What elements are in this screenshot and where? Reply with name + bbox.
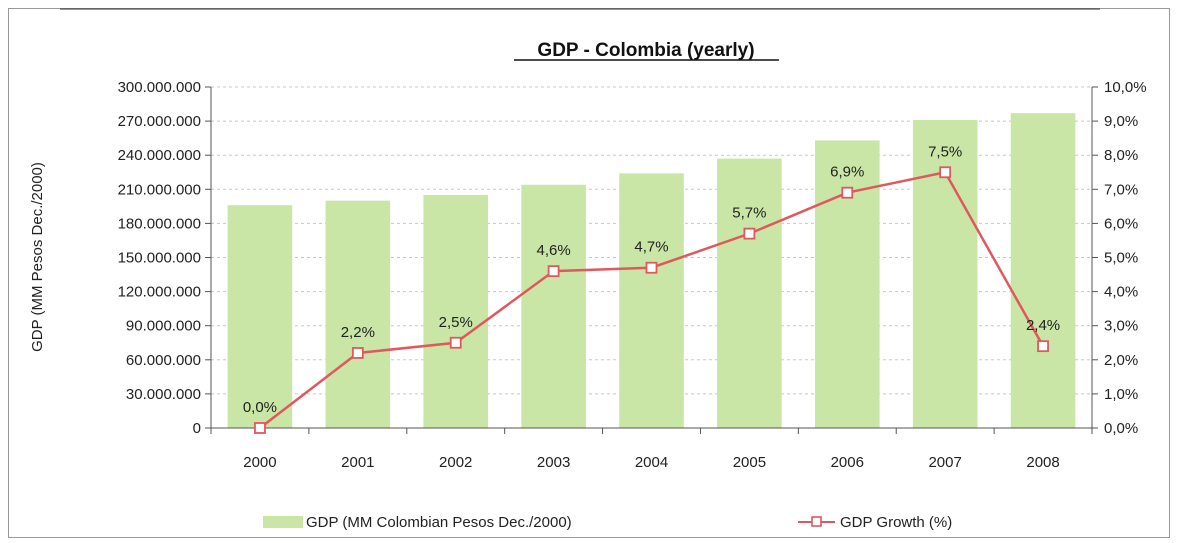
gdp-bar (423, 194, 489, 428)
data-labels: 0,0% 2,2% 2,5% 4,6% 4,7% 5,7% 6,9% 7,5% 2,4% (243, 143, 1060, 416)
gdp-bar (619, 173, 684, 428)
frame-top-border (60, 8, 1100, 10)
left-axis-ticks: 0 30.000.000 60.000.000 90.000.000 120.000.0… (118, 79, 211, 437)
y-axis-label: GDP (MM Pesos Dec./2000) (29, 162, 46, 352)
growth-point (449, 336, 462, 349)
gdp-bar (521, 184, 586, 428)
x-tick-label: 2006 (831, 454, 864, 471)
left-tick-label: 180.000.000 (118, 215, 201, 232)
gdp-bar (325, 200, 391, 428)
right-tick-label: 6,0% (1104, 215, 1138, 232)
legend-line-marker (811, 516, 822, 527)
legend-bar-label: GDP (MM Colombian Pesos Dec./2000) (306, 514, 572, 531)
growth-data-label: 2,4% (1026, 317, 1060, 334)
growth-point (1037, 340, 1049, 353)
line-series (254, 166, 1049, 434)
growth-data-label: 4,7% (634, 239, 668, 256)
growth-data-label: 2,2% (341, 324, 375, 341)
growth-data-label: 7,5% (928, 143, 962, 160)
right-tick-label: 1,0% (1104, 386, 1138, 403)
left-tick-label: 300.000.000 (118, 79, 201, 96)
x-tick-label: 2008 (1026, 454, 1059, 471)
left-tick-label: 150.000.000 (118, 250, 201, 267)
right-tick-label: 3,0% (1104, 318, 1138, 335)
x-tick-label: 2004 (635, 454, 668, 471)
gdp-bar (814, 140, 880, 428)
left-tick-label: 120.000.000 (118, 284, 201, 301)
growth-point (939, 166, 952, 179)
growth-point (743, 227, 756, 240)
x-axis-ticks: 2000 2001 2002 2003 2004 2005 2006 2007 2008 (210, 428, 1093, 471)
right-tick-label: 2,0% (1104, 352, 1138, 369)
right-tick-label: 4,0% (1104, 284, 1138, 301)
right-axis-ticks: 0,0% 1,0% 2,0% 3,0% 4,0% 5,0% 6,0% 7,0% 8,0% 9,0%… (1092, 79, 1147, 437)
right-tick-label: 7,0% (1104, 181, 1138, 198)
left-tick-label: 240.000.000 (118, 147, 201, 164)
gdp-bar (912, 119, 978, 429)
growth-point (351, 347, 364, 359)
x-tick-label: 2003 (537, 454, 570, 471)
x-tick-label: 2000 (243, 454, 276, 471)
legend: GDP (MM Colombian Pesos Dec./2000) GDP G… (263, 514, 952, 531)
right-tick-label: 0,0% (1104, 420, 1138, 437)
right-tick-label: 9,0% (1104, 113, 1138, 130)
gdp-bar (717, 158, 782, 429)
left-tick-label: 90.000.000 (126, 318, 201, 335)
right-tick-label: 10,0% (1104, 79, 1147, 96)
growth-point (547, 265, 560, 278)
growth-point (254, 422, 266, 434)
right-tick-label: 8,0% (1104, 147, 1138, 164)
right-tick-label: 5,0% (1104, 250, 1138, 267)
left-tick-label: 60.000.000 (126, 352, 201, 369)
chart-title: GDP - Colombia (yearly) (537, 40, 754, 61)
growth-point (841, 186, 854, 199)
growth-data-label: 6,9% (830, 164, 864, 181)
growth-point (645, 261, 658, 274)
growth-data-label: 4,6% (537, 242, 571, 259)
gdp-bar (227, 205, 293, 428)
growth-data-label: 2,5% (439, 314, 473, 331)
growth-data-label: 0,0% (243, 399, 277, 416)
x-tick-label: 2007 (928, 454, 961, 471)
gdp-bar (1010, 113, 1076, 428)
legend-line-label: GDP Growth (%) (840, 514, 952, 531)
x-tick-label: 2002 (439, 454, 472, 471)
left-tick-label: 270.000.000 (118, 113, 201, 130)
legend-bar-swatch (263, 516, 303, 528)
x-tick-label: 2005 (733, 454, 766, 471)
growth-data-label: 5,7% (732, 205, 766, 222)
left-tick-label: 0 (193, 420, 201, 437)
left-tick-label: 30.000.000 (126, 386, 201, 403)
x-tick-label: 2001 (341, 454, 374, 471)
left-tick-label: 210.000.000 (118, 181, 201, 198)
